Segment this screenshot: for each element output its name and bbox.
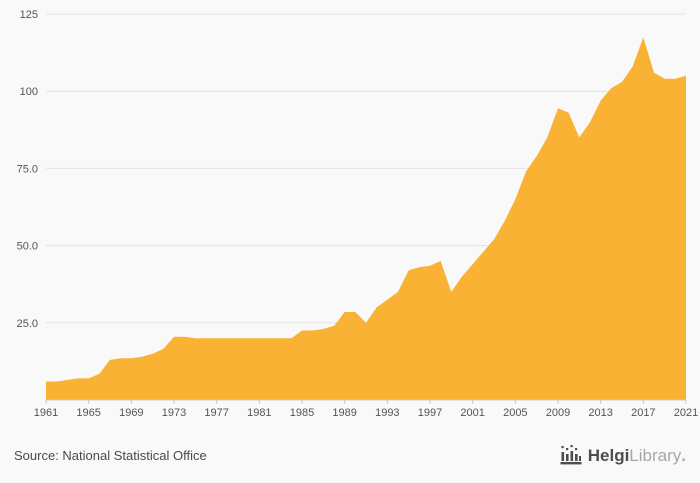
area-chart: 25.0 50.0 75.0 100 125 1961 1965 1969 1973 1977 19… [17, 9, 699, 419]
y-tick-label: 50.0 [17, 241, 38, 253]
footer: Source: National Statistical Office Helg… [0, 430, 700, 466]
brand-name-library: Library [629, 445, 682, 465]
chart-page: 25.0 50.0 75.0 100 125 1961 1965 1969 1973 1977 19… [0, 9, 700, 466]
x-tick-label: 1973 [162, 407, 186, 419]
x-tick-label: 1961 [34, 407, 58, 419]
y-tick-label: 125 [20, 9, 38, 21]
x-tick-label: 1969 [119, 407, 143, 419]
x-tick-label: 1981 [247, 407, 271, 419]
x-tick-label: 2017 [631, 407, 655, 419]
brand-name-helgi: Helgi [587, 445, 630, 465]
x-tick-label: 1965 [76, 407, 100, 419]
brand-logo[interactable]: HelgiLibrary. [560, 444, 686, 466]
y-tick-label: 75.0 [17, 163, 38, 175]
brand-dot: . [681, 445, 686, 465]
area-series [46, 37, 686, 400]
x-tick-label: 2021 [674, 407, 698, 419]
source-text: Source: National Statistical Office [14, 447, 207, 463]
y-tick-label: 100 [20, 86, 38, 98]
x-tick-label: 2005 [503, 407, 527, 419]
x-tick-label: 1993 [375, 407, 399, 419]
x-tick-label: 1997 [418, 407, 442, 419]
y-tick-label: 25.0 [17, 318, 38, 330]
x-tick-label: 2009 [546, 407, 570, 419]
x-tick-label: 2001 [460, 407, 484, 419]
chart-area: 25.0 50.0 75.0 100 125 1961 1965 1969 1973 1977 19… [17, 9, 699, 419]
x-tick-label: 1989 [332, 407, 356, 419]
x-tick-label: 1977 [204, 407, 228, 419]
x-tick-label: 1985 [290, 407, 314, 419]
brand-text: HelgiLibrary. [588, 447, 686, 464]
helgi-logo-icon [560, 445, 582, 465]
x-tick-label: 2013 [588, 407, 612, 419]
